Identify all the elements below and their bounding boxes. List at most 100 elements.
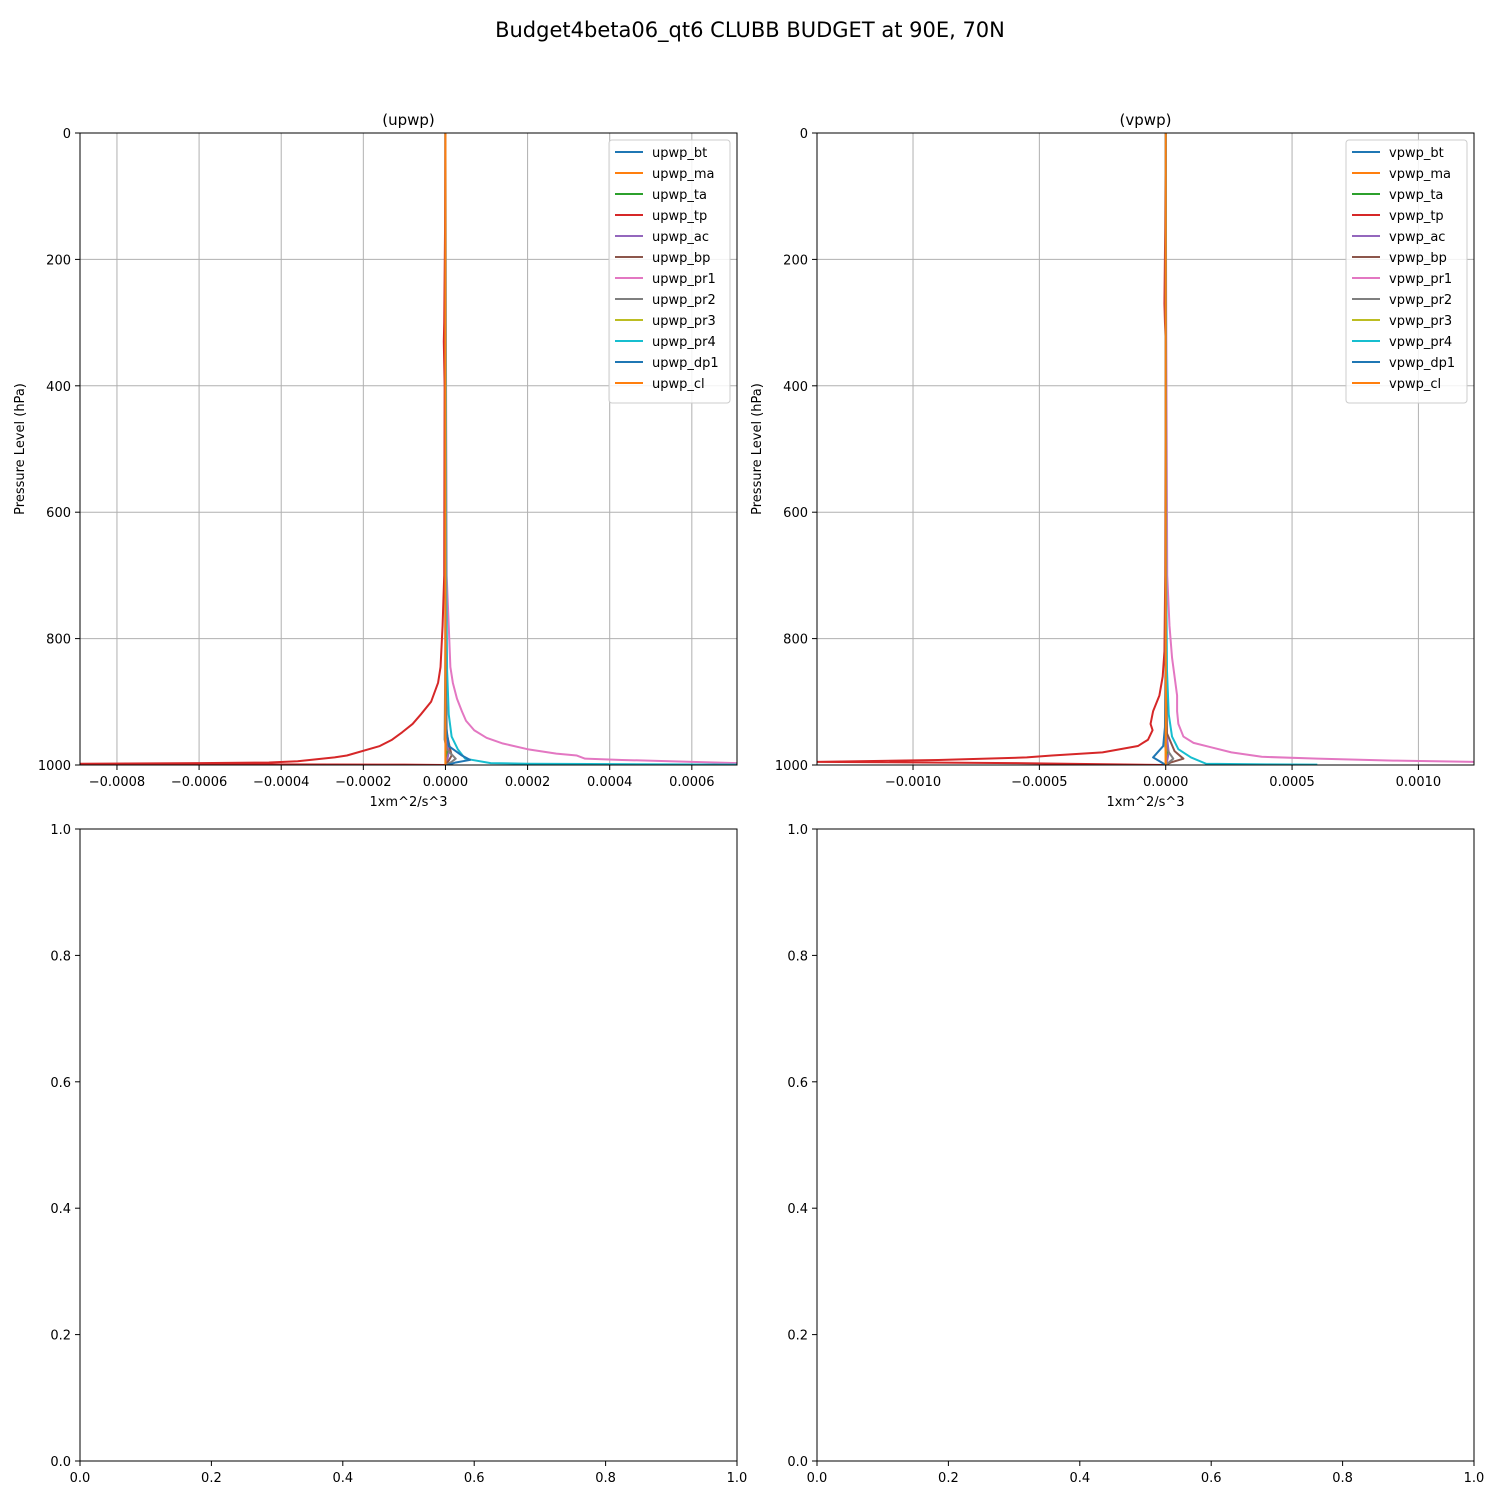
legend-label: vpwp_pr1 bbox=[1389, 272, 1452, 287]
y-tick-label: 0.8 bbox=[50, 949, 71, 964]
legend-label: vpwp_pr3 bbox=[1389, 314, 1452, 329]
x-tick-label: 0.0000 bbox=[423, 775, 469, 790]
chart-title: (upwp) bbox=[382, 111, 435, 129]
y-tick-label: 0.2 bbox=[50, 1329, 71, 1344]
x-tick-label: 0.4 bbox=[1069, 1471, 1090, 1486]
axes-frame bbox=[816, 828, 1475, 1462]
legend-box bbox=[608, 139, 731, 404]
y-tick-label: 800 bbox=[783, 633, 808, 648]
legend-label: vpwp_bp bbox=[1389, 251, 1447, 266]
legend-label: vpwp_tp bbox=[1389, 209, 1444, 224]
legend-label: upwp_pr4 bbox=[652, 335, 716, 350]
legend: vpwp_bt vpwp_ma vpwp_ta vpwp_tp vpwp_ac vpwp_… bbox=[1345, 139, 1468, 404]
y-tick-label: 0 bbox=[63, 127, 71, 142]
y-tick-label: 0.0 bbox=[50, 1455, 71, 1470]
y-tick-label: 400 bbox=[46, 380, 71, 395]
legend-label: vpwp_ma bbox=[1389, 167, 1451, 182]
legend-label: vpwp_dp1 bbox=[1389, 356, 1455, 371]
series-line-upwp_pr4 bbox=[444, 133, 737, 765]
legend-label: upwp_ma bbox=[652, 167, 715, 182]
x-tick-label: −0.0002 bbox=[335, 775, 391, 790]
y-tick-label: 800 bbox=[46, 633, 71, 648]
legend-label: upwp_dp1 bbox=[652, 356, 719, 371]
y-axis-label: Pressure Level (hPa) bbox=[750, 383, 765, 515]
chart-panel-3: 0.0 0.2 0.4 0.6 0.8 1.0 0.0 0.2 0.4 0.6 0.8 1.0 bbox=[50, 823, 747, 1486]
x-tick-label: 0.0006 bbox=[669, 775, 715, 790]
y-tick-label: 0.2 bbox=[787, 1329, 808, 1344]
x-tick-label: 0.0000 bbox=[1143, 775, 1189, 790]
series-line-upwp_pr1 bbox=[444, 133, 737, 765]
y-axis-label: Pressure Level (hPa) bbox=[13, 383, 28, 515]
legend-label: upwp_pr3 bbox=[652, 314, 716, 329]
x-tick-label: 0.8 bbox=[1332, 1471, 1353, 1486]
y-tick-label: 200 bbox=[46, 253, 71, 268]
y-tick-label: 0.8 bbox=[787, 949, 808, 964]
series-line-upwp_tp bbox=[80, 133, 447, 765]
legend-label: upwp_bt bbox=[652, 146, 707, 161]
x-tick-label: −0.0006 bbox=[171, 775, 227, 790]
x-axis-label: 1xm^2/s^3 bbox=[369, 795, 447, 810]
x-tick-label: 0.4 bbox=[332, 1471, 353, 1486]
chart-panel-4: 0.0 0.2 0.4 0.6 0.8 1.0 0.0 0.2 0.4 0.6 0.8 1.0 bbox=[787, 823, 1484, 1486]
series-group bbox=[80, 133, 737, 765]
legend-label: upwp_pr2 bbox=[652, 293, 716, 308]
y-tick-label: 0.4 bbox=[50, 1202, 71, 1217]
chart-panel-2: −0.0010 −0.0005 0.0000 0.0005 0.0010 0 200 400 6… bbox=[750, 111, 1475, 810]
x-tick-label: 0.6 bbox=[464, 1471, 485, 1486]
axes-frame bbox=[79, 132, 738, 766]
x-tick-label: 0.8 bbox=[595, 1471, 616, 1486]
legend-label: upwp_tp bbox=[652, 209, 707, 224]
y-tick-label: 0.6 bbox=[787, 1076, 808, 1091]
x-tick-label: −0.0004 bbox=[253, 775, 309, 790]
chart-title: (vpwp) bbox=[1120, 111, 1172, 129]
legend-label: upwp_bp bbox=[652, 251, 710, 266]
legend-label: vpwp_ac bbox=[1389, 230, 1445, 245]
legend-label: upwp_pr1 bbox=[652, 272, 716, 287]
legend-label: vpwp_ta bbox=[1389, 188, 1443, 203]
legend-label: upwp_ac bbox=[652, 230, 709, 245]
x-tick-label: 1.0 bbox=[1464, 1471, 1485, 1486]
y-tick-label: 200 bbox=[783, 253, 808, 268]
y-tick-label: 1000 bbox=[38, 759, 71, 774]
y-tick-label: 1.0 bbox=[787, 823, 808, 838]
y-tick-label: 600 bbox=[783, 506, 808, 521]
series-line-vpwp_tp bbox=[817, 133, 1167, 765]
y-tick-label: 0.0 bbox=[787, 1455, 808, 1470]
axes-frame bbox=[79, 828, 738, 1462]
legend-label: upwp_cl bbox=[652, 377, 705, 392]
series-line-vpwp_pr4 bbox=[1164, 133, 1318, 765]
axes-frame bbox=[816, 132, 1475, 766]
x-tick-label: 0.2 bbox=[201, 1471, 222, 1486]
x-tick-label: 0.0 bbox=[70, 1471, 91, 1486]
y-tick-label: 600 bbox=[46, 506, 71, 521]
x-tick-label: 0.0 bbox=[807, 1471, 828, 1486]
x-tick-label: 0.6 bbox=[1201, 1471, 1222, 1486]
legend: upwp_bt upwp_ma upwp_ta upwp_tp upwp_ac upwp_… bbox=[608, 139, 731, 404]
legend-label: vpwp_bt bbox=[1389, 146, 1444, 161]
legend-label: vpwp_pr4 bbox=[1389, 335, 1452, 350]
x-tick-label: 0.0004 bbox=[587, 775, 633, 790]
chart-panel-1: −0.0008 −0.0006 −0.0004 −0.0002 0.0000 0.0002… bbox=[13, 111, 738, 810]
x-axis-label: 1xm^2/s^3 bbox=[1106, 795, 1184, 810]
x-tick-label: −0.0008 bbox=[89, 775, 145, 790]
y-tick-label: 1000 bbox=[775, 759, 808, 774]
legend-box bbox=[1345, 139, 1468, 404]
legend-label: upwp_ta bbox=[652, 188, 707, 203]
series-line-upwp_dp1 bbox=[444, 133, 472, 765]
x-tick-label: 0.2 bbox=[938, 1471, 959, 1486]
x-tick-label: −0.0005 bbox=[1011, 775, 1067, 790]
y-tick-label: 0.6 bbox=[50, 1076, 71, 1091]
x-tick-label: 0.0005 bbox=[1269, 775, 1315, 790]
legend-label: vpwp_cl bbox=[1389, 377, 1441, 392]
x-tick-label: 1.0 bbox=[727, 1471, 748, 1486]
series-line-vpwp_pr1 bbox=[1164, 133, 1474, 763]
x-tick-label: 0.0002 bbox=[505, 775, 551, 790]
y-tick-label: 400 bbox=[783, 380, 808, 395]
series-group bbox=[817, 133, 1474, 765]
y-tick-label: 0.4 bbox=[787, 1202, 808, 1217]
y-tick-label: 1.0 bbox=[50, 823, 71, 838]
x-tick-label: 0.0010 bbox=[1396, 775, 1442, 790]
figure-title: Budget4beta06_qt6 CLUBB BUDGET at 90E, 7… bbox=[495, 18, 1005, 43]
x-tick-label: −0.0010 bbox=[885, 775, 941, 790]
